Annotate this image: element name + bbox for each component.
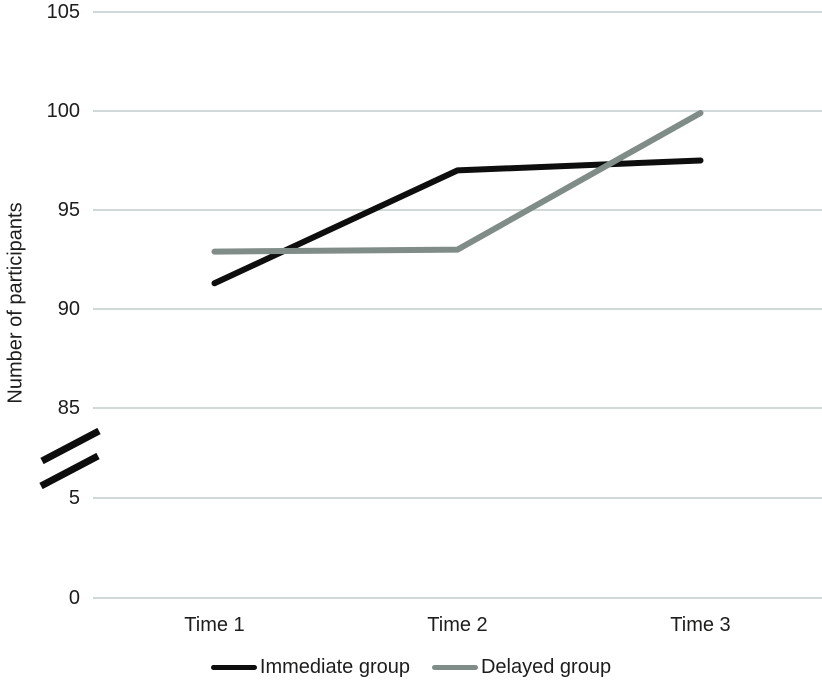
y-tick-label-5: 5 xyxy=(68,487,80,509)
axis-break-mark xyxy=(39,452,100,490)
y-tick-label-90: 90 xyxy=(57,298,80,320)
series-line-immediate-group xyxy=(211,157,704,287)
y-axis-title: Number of participants xyxy=(4,202,27,404)
chart-legend: Immediate group Delayed group xyxy=(0,654,822,680)
legend-item-immediate-group: Immediate group xyxy=(210,654,410,680)
y-tick-label-0: 0 xyxy=(68,587,80,609)
legend-swatch-delayed-group xyxy=(431,664,478,670)
x-tick-label-time-3: Time 3 xyxy=(670,614,731,636)
y-tick-label-105: 105 xyxy=(46,1,80,23)
series-line-delayed-group xyxy=(211,109,704,255)
y-tick-label-100: 100 xyxy=(46,100,80,122)
axis-break-mark xyxy=(40,427,101,465)
legend-label-immediate-group: Immediate group xyxy=(259,656,410,678)
y-tick-label-95: 95 xyxy=(57,199,80,221)
legend-item-delayed-group: Delayed group xyxy=(431,654,612,680)
legend-swatch-immediate-group xyxy=(210,664,257,670)
x-tick-label-time-2: Time 2 xyxy=(427,614,488,636)
y-tick-label-85: 85 xyxy=(57,397,80,419)
x-tick-label-time-1: Time 1 xyxy=(184,614,245,636)
legend-label-delayed-group: Delayed group xyxy=(480,656,612,678)
